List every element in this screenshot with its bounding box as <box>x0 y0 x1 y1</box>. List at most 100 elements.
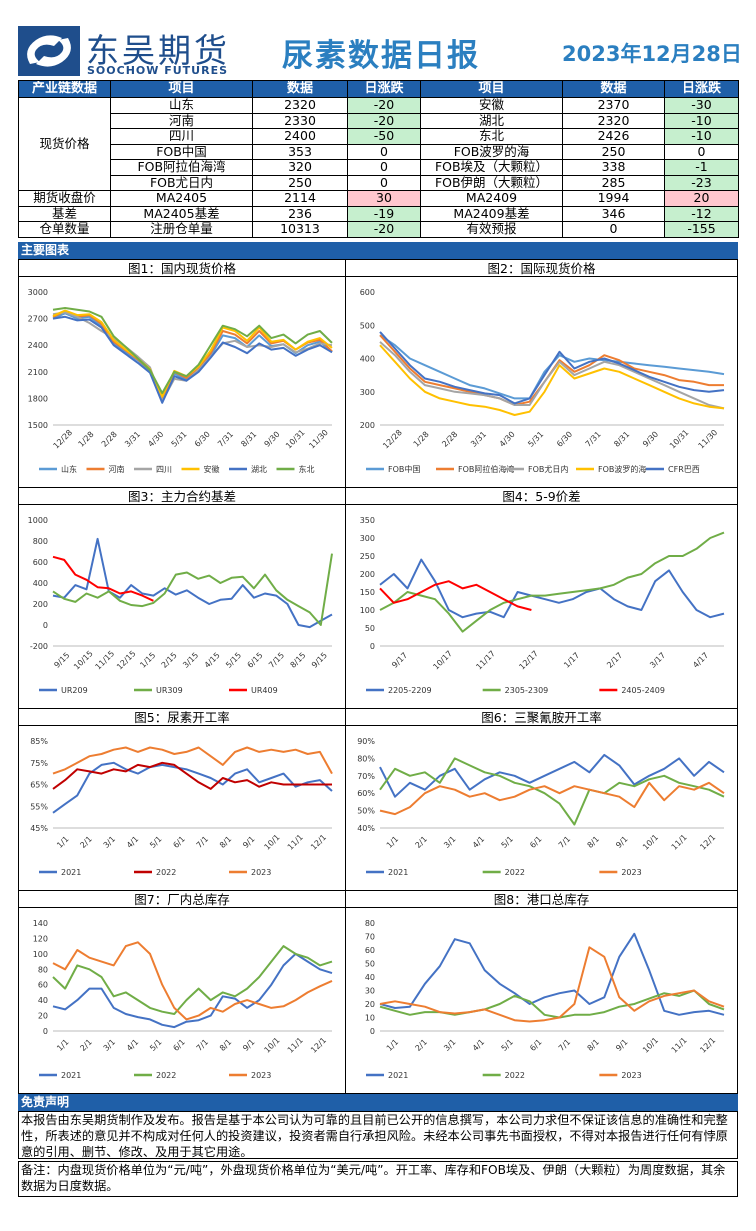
change-cell: -1 <box>664 159 739 176</box>
x-tick-label: 3/31 <box>469 430 488 449</box>
y-tick-label: 65% <box>30 781 48 790</box>
row-group-label: 仓单数量 <box>18 221 111 238</box>
y-tick-label: 20 <box>38 1012 48 1021</box>
y-tick-label: 80 <box>38 965 48 974</box>
y-tick-label: 400 <box>33 579 48 588</box>
y-tick-label: 250 <box>360 552 375 561</box>
x-tick-label: 1/1 <box>385 834 400 849</box>
x-tick-label: 7/1 <box>557 1037 572 1052</box>
y-tick-label: 140 <box>33 919 48 928</box>
table-row: 期货收盘价 MA2405 2114 30 MA2409 1994 20 <box>18 190 739 207</box>
y-tick-label: 30 <box>365 987 375 996</box>
value-cell: 346 <box>562 205 665 222</box>
y-tick-label: 90% <box>357 737 375 746</box>
x-tick-label: 8/1 <box>218 834 233 849</box>
change-cell: -10 <box>664 128 739 145</box>
item-cell: 山东 <box>110 97 253 114</box>
series-line <box>52 952 333 1029</box>
y-tick-label: 45% <box>30 824 48 833</box>
change-cell: 0 <box>347 174 421 191</box>
y-tick-label: 75% <box>30 759 48 768</box>
series-line <box>379 531 725 633</box>
chart-title: 图7：厂内总库存 <box>19 891 345 908</box>
x-tick-label: 2/1 <box>413 1037 428 1052</box>
chart-title: 图1：国内现货价格 <box>19 260 345 277</box>
brand-name-en: SOOCHOW FUTURES <box>87 64 229 77</box>
y-tick-label: 80% <box>357 754 375 763</box>
legend-label: 2023 <box>251 868 271 877</box>
change-cell: -23 <box>664 174 739 191</box>
x-tick-label: 12/17 <box>517 649 540 672</box>
change-cell: 0 <box>347 143 421 160</box>
x-tick-label: 11/1 <box>670 833 689 852</box>
x-tick-label: 9/1 <box>241 1037 256 1052</box>
change-cell: 20 <box>664 190 739 207</box>
value-cell: 2114 <box>252 190 348 207</box>
y-tick-label: 20 <box>365 1000 375 1009</box>
item-cell: FOB埃及（大颗粒） <box>420 159 563 176</box>
line-chart: 0 10 20 30 40 50 60 70 80 1/1 2/1 3/1 4/1 5/1 6/1 7/1 8/… <box>365 919 725 1080</box>
change-cell: -20 <box>347 97 421 114</box>
row-group-label: 基差 <box>18 205 111 222</box>
value-cell: 2320 <box>252 97 348 114</box>
line-chart: 0 50 100 150 200 250 300 350 9/17 10/17 11/17 12/17… <box>360 516 725 695</box>
soochow-logo-icon <box>18 26 80 76</box>
y-tick-label: 60 <box>38 981 48 990</box>
series-line <box>52 537 333 629</box>
x-tick-label: 5/15 <box>224 651 243 670</box>
x-tick-label: 10/15 <box>72 649 95 672</box>
x-tick-label: 4/17 <box>691 651 710 670</box>
y-tick-label: 600 <box>360 288 375 297</box>
x-tick-label: 1/1 <box>55 1037 70 1052</box>
legend-label: 2022 <box>505 1071 525 1080</box>
table-row: 四川 2400 -50 东北 2426 -10 <box>19 128 739 145</box>
x-tick-label: 9/1 <box>241 834 256 849</box>
x-tick-label: 3/31 <box>123 430 142 449</box>
y-tick-label: 400 <box>360 355 375 364</box>
y-tick-label: 40 <box>365 973 375 982</box>
chart-panel: 图1：国内现货价格 1500 1800 2100 2400 2700 3000 12/28 1/… <box>18 259 346 488</box>
x-tick-label: 6/1 <box>171 1037 186 1052</box>
x-tick-label: 9/17 <box>390 651 409 670</box>
series-line <box>52 310 333 400</box>
y-tick-label: 55% <box>30 802 48 811</box>
x-tick-label: 11/17 <box>474 649 497 672</box>
legend-label: 山东 <box>61 464 77 474</box>
chart-title: 图6：三聚氰胺开工率 <box>346 709 737 726</box>
x-tick-label: 8/1 <box>585 834 600 849</box>
x-tick-label: 11/1 <box>286 1036 305 1055</box>
legend-label: FOB阿拉伯海湾 <box>458 464 514 474</box>
x-tick-label: 4/1 <box>125 834 140 849</box>
x-tick-label: 11/30 <box>307 428 330 451</box>
table-header-row: 产业链数据 项目 数据 日涨跌 项目 数据 日涨跌 <box>18 80 739 98</box>
x-tick-label: 5/1 <box>148 1037 163 1052</box>
y-tick-label: 1800 <box>28 394 48 403</box>
series-line <box>52 555 154 602</box>
brand-name-cn: 东吴期货 <box>86 31 230 70</box>
x-tick-label: 11/15 <box>94 649 117 672</box>
x-tick-label: 3/1 <box>442 1037 457 1052</box>
y-tick-label: 600 <box>33 558 48 567</box>
table-header-cell: 产业链数据 <box>18 80 111 98</box>
y-tick-label: 60% <box>357 789 375 798</box>
y-tick-label: 300 <box>360 534 375 543</box>
x-tick-label: 12/28 <box>52 428 75 451</box>
change-cell: -50 <box>347 128 421 145</box>
legend-label: 2022 <box>156 868 176 877</box>
y-tick-label: 50 <box>365 960 375 969</box>
x-tick-label: 10/1 <box>641 833 660 852</box>
legend-label: 安徽 <box>204 464 220 474</box>
row-group-label: 现货价格 <box>18 97 111 191</box>
legend-label: 2021 <box>61 868 81 877</box>
y-tick-label: 2100 <box>28 368 48 377</box>
change-cell: -19 <box>347 205 421 222</box>
legend-label: FOB波罗的海 <box>598 464 646 474</box>
x-tick-label: 1/28 <box>412 430 431 449</box>
legend-label: UR209 <box>61 686 88 695</box>
y-tick-label: 120 <box>33 934 48 943</box>
legend-label: CFR巴西 <box>668 465 700 474</box>
x-tick-label: 2/1 <box>78 1037 93 1052</box>
x-tick-label: 4/1 <box>125 1037 140 1052</box>
charts-grid: 图1：国内现货价格 1500 1800 2100 2400 2700 3000 12/28 1/… <box>18 259 738 1094</box>
x-tick-label: 1/28 <box>77 430 96 449</box>
